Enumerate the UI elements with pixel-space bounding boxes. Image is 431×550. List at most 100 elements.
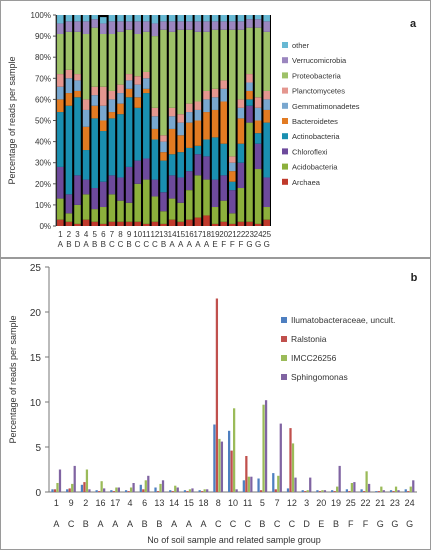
- x-tick-label: 8: [216, 498, 221, 508]
- bar-segment: [151, 128, 159, 140]
- bar-segment: [177, 114, 184, 123]
- bar-segment: [160, 29, 167, 136]
- bar-segment: [168, 107, 176, 117]
- x-tick-label: 21: [228, 230, 237, 239]
- bar-segment: [177, 29, 184, 115]
- x-group-label: A: [127, 519, 133, 529]
- bar-segment: [168, 31, 176, 108]
- x-tick-label: 9: [69, 498, 74, 508]
- bar: [174, 485, 177, 492]
- bar: [389, 490, 393, 492]
- bar-segment: [65, 221, 73, 226]
- x-tick-label: 9: [127, 230, 132, 239]
- bar-segment: [177, 221, 184, 226]
- bar-segment: [194, 120, 202, 146]
- legend-label: other: [292, 41, 310, 50]
- bar-segment: [57, 15, 64, 24]
- bar-segment: [160, 160, 167, 193]
- x-group-label: B: [259, 519, 265, 529]
- bar-segment: [125, 74, 133, 81]
- x-group-label: C: [118, 240, 124, 249]
- bar: [142, 489, 145, 492]
- bar-segment: [65, 93, 73, 106]
- y-tick-label: 70%: [35, 74, 51, 83]
- bar-segment: [263, 21, 270, 32]
- bar-segment: [168, 198, 176, 220]
- bar-segment: [254, 143, 262, 170]
- x-tick-label: 14: [169, 498, 179, 508]
- bar-segment: [143, 93, 150, 159]
- legend-label: Acidobacteria: [292, 163, 338, 172]
- bar: [277, 475, 280, 492]
- x-tick-label: 23: [245, 230, 254, 239]
- bar-segment: [65, 21, 73, 32]
- bar: [286, 488, 290, 492]
- bar: [68, 488, 71, 492]
- bar: [321, 490, 324, 492]
- bar-segment: [177, 15, 184, 22]
- bar: [333, 491, 336, 492]
- bar-segment: [246, 74, 253, 83]
- x-group-label: D: [75, 240, 81, 249]
- bar-segment: [117, 15, 124, 22]
- bar: [367, 483, 371, 492]
- x-group-label: A: [178, 240, 184, 249]
- bar-segment: [254, 97, 262, 108]
- bar: [294, 477, 297, 492]
- bar: [394, 486, 398, 492]
- bar: [336, 486, 339, 492]
- legend-label: Verrucomicrobia: [292, 56, 347, 65]
- bar-segment: [134, 97, 141, 108]
- x-group-label: C: [143, 240, 149, 249]
- chart-panel-b: 0 5 10 15 20 25 Percentage of reads per sample…: [0, 258, 431, 550]
- bar-segment: [254, 120, 262, 134]
- bar: [169, 490, 172, 492]
- bar: [309, 477, 312, 492]
- bar: [230, 450, 233, 492]
- bar: [409, 486, 412, 492]
- legend-label: Proteobacteria: [292, 71, 342, 80]
- y-tick-label: 60%: [35, 95, 51, 104]
- y-tick-label: 5: [35, 443, 41, 454]
- x-group-label: G: [377, 519, 384, 529]
- bar: [161, 480, 165, 492]
- bar: [250, 476, 253, 492]
- bar-segment: [211, 207, 219, 224]
- x-group-label: B: [126, 240, 131, 249]
- bar-segment: [134, 107, 141, 161]
- bar-segment: [151, 139, 159, 180]
- bar-segment: [151, 196, 159, 222]
- bar-segment: [100, 223, 107, 226]
- bar-segment: [134, 76, 141, 85]
- x-tick-label: 15: [176, 230, 185, 239]
- x-tick-label: 20: [219, 230, 228, 239]
- legend-label: Ilumatobacteraceae, uncult.: [291, 315, 395, 325]
- bar-segment: [186, 147, 193, 172]
- x-tick-label: 25: [262, 230, 271, 239]
- bar-segment: [108, 118, 116, 176]
- bar-segment: [254, 133, 262, 144]
- x-tick-label: 22: [236, 230, 245, 239]
- bar-segment: [263, 109, 270, 123]
- x-group-label: F: [238, 240, 243, 249]
- legend-label: Chloroflexi: [292, 147, 328, 156]
- bar-segment: [151, 23, 159, 37]
- x-group-label: C: [274, 519, 281, 529]
- bar-segment: [263, 31, 270, 91]
- bar-segment: [237, 99, 245, 108]
- bar: [404, 489, 407, 492]
- x-group-label: G: [246, 240, 252, 249]
- bar-segment: [74, 204, 81, 224]
- bar-segment: [65, 15, 73, 22]
- x-group-label: F: [348, 519, 354, 529]
- bar: [397, 490, 400, 492]
- bar: [56, 483, 59, 492]
- bar-segment: [100, 181, 107, 208]
- x-tick-label: 17: [110, 498, 120, 508]
- bar-segment: [117, 31, 124, 85]
- bar-segment: [151, 221, 159, 226]
- bar-segment: [177, 122, 184, 136]
- bar-segment: [57, 112, 64, 167]
- bar-segment: [203, 90, 210, 100]
- bar-segment: [74, 80, 81, 91]
